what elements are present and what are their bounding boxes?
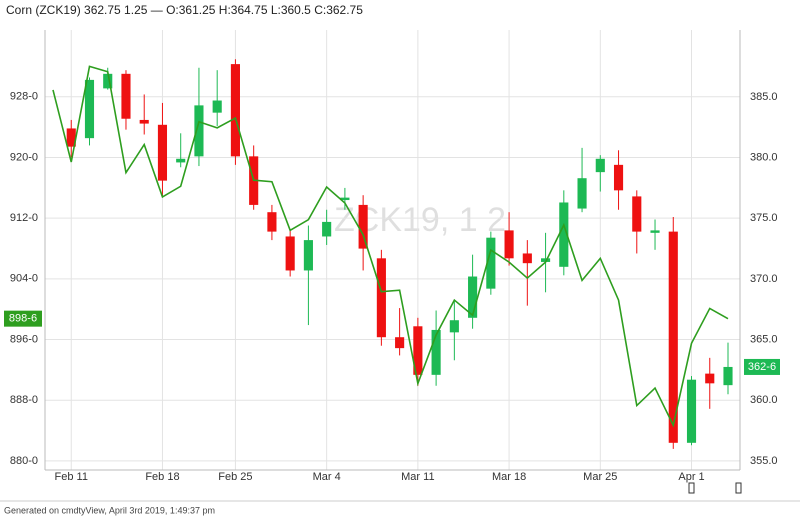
y2-tick-label: 365.0: [750, 334, 778, 346]
candle-body: [376, 258, 386, 338]
candle-body: [522, 253, 532, 264]
candle-body: [303, 240, 313, 271]
candle-body: [176, 158, 186, 163]
y-tick-label: 888-0: [10, 394, 38, 406]
y2-tick-label: 385.0: [750, 91, 778, 103]
candle-body: [541, 258, 551, 262]
y2-tick-label: 355.0: [750, 455, 778, 467]
event-icon: [688, 482, 695, 494]
candle-body: [559, 202, 569, 267]
candle-body: [230, 64, 240, 157]
x-tick-label: Mar 11: [401, 471, 434, 483]
footer: Generated on cmdtyView, April 3rd 2019, …: [4, 505, 215, 515]
x-tick-label: Feb 25: [218, 471, 252, 483]
candle-body: [413, 326, 423, 375]
candle-body: [267, 212, 277, 232]
event-icon: [735, 482, 742, 494]
y2-tick-label: 375.0: [750, 212, 778, 224]
x-tick-label: Feb 11: [55, 471, 88, 483]
candle-body: [103, 73, 113, 89]
y-tick-label: 904-0: [10, 273, 38, 285]
candle-body: [668, 231, 678, 443]
candle-body: [395, 337, 405, 349]
candle-body: [431, 329, 441, 375]
x-tick-label: Mar 4: [313, 471, 341, 483]
price-tag-label: 898-6: [9, 313, 37, 325]
line: [52, 65, 729, 428]
candle-body: [285, 236, 295, 271]
candle-body: [66, 128, 76, 147]
y-tick-label: 896-0: [10, 333, 38, 345]
candle-body: [322, 221, 332, 237]
candle-body: [650, 230, 660, 233]
chart-title: Corn (ZCK19) 362.75 1.25 — O:361.25 H:36…: [6, 3, 363, 17]
candle-body: [723, 366, 733, 386]
candle-body: [595, 158, 605, 173]
candle-body: [194, 105, 204, 157]
candle-body: [577, 178, 587, 209]
y2-tick-label: 370.0: [750, 273, 778, 285]
y-tick-label: 920-0: [10, 151, 38, 163]
y-tick-label: 928-0: [10, 91, 38, 103]
candle-body: [121, 73, 131, 119]
candle-body: [632, 196, 642, 232]
candle-body: [358, 204, 368, 249]
price-tag-label: 362-6: [748, 361, 776, 373]
candle-body: [449, 320, 459, 333]
x-tick-label: Mar 18: [492, 471, 526, 483]
candle-body: [686, 379, 697, 443]
price-tag: [4, 310, 42, 327]
candle-body: [157, 124, 168, 181]
y2-tick-label: 380.0: [750, 151, 778, 163]
candle-body: [139, 119, 149, 124]
candle-body: [486, 237, 496, 289]
candle-body: [504, 230, 514, 259]
candle-body: [84, 79, 95, 139]
x-tick-label: Feb 18: [145, 471, 179, 483]
candle-body: [468, 276, 478, 318]
candle-body: [212, 100, 222, 113]
candle-body: [613, 164, 624, 191]
price-tag: [744, 358, 780, 375]
y-tick-label: 912-0: [10, 212, 38, 224]
x-tick-label: Apr 1: [678, 471, 704, 483]
y-tick-label: 880-0: [10, 455, 38, 467]
candle-body: [705, 373, 715, 384]
x-tick-label: Mar 25: [583, 471, 617, 483]
y2-tick-label: 360.0: [750, 394, 778, 406]
candle-body: [340, 197, 350, 201]
